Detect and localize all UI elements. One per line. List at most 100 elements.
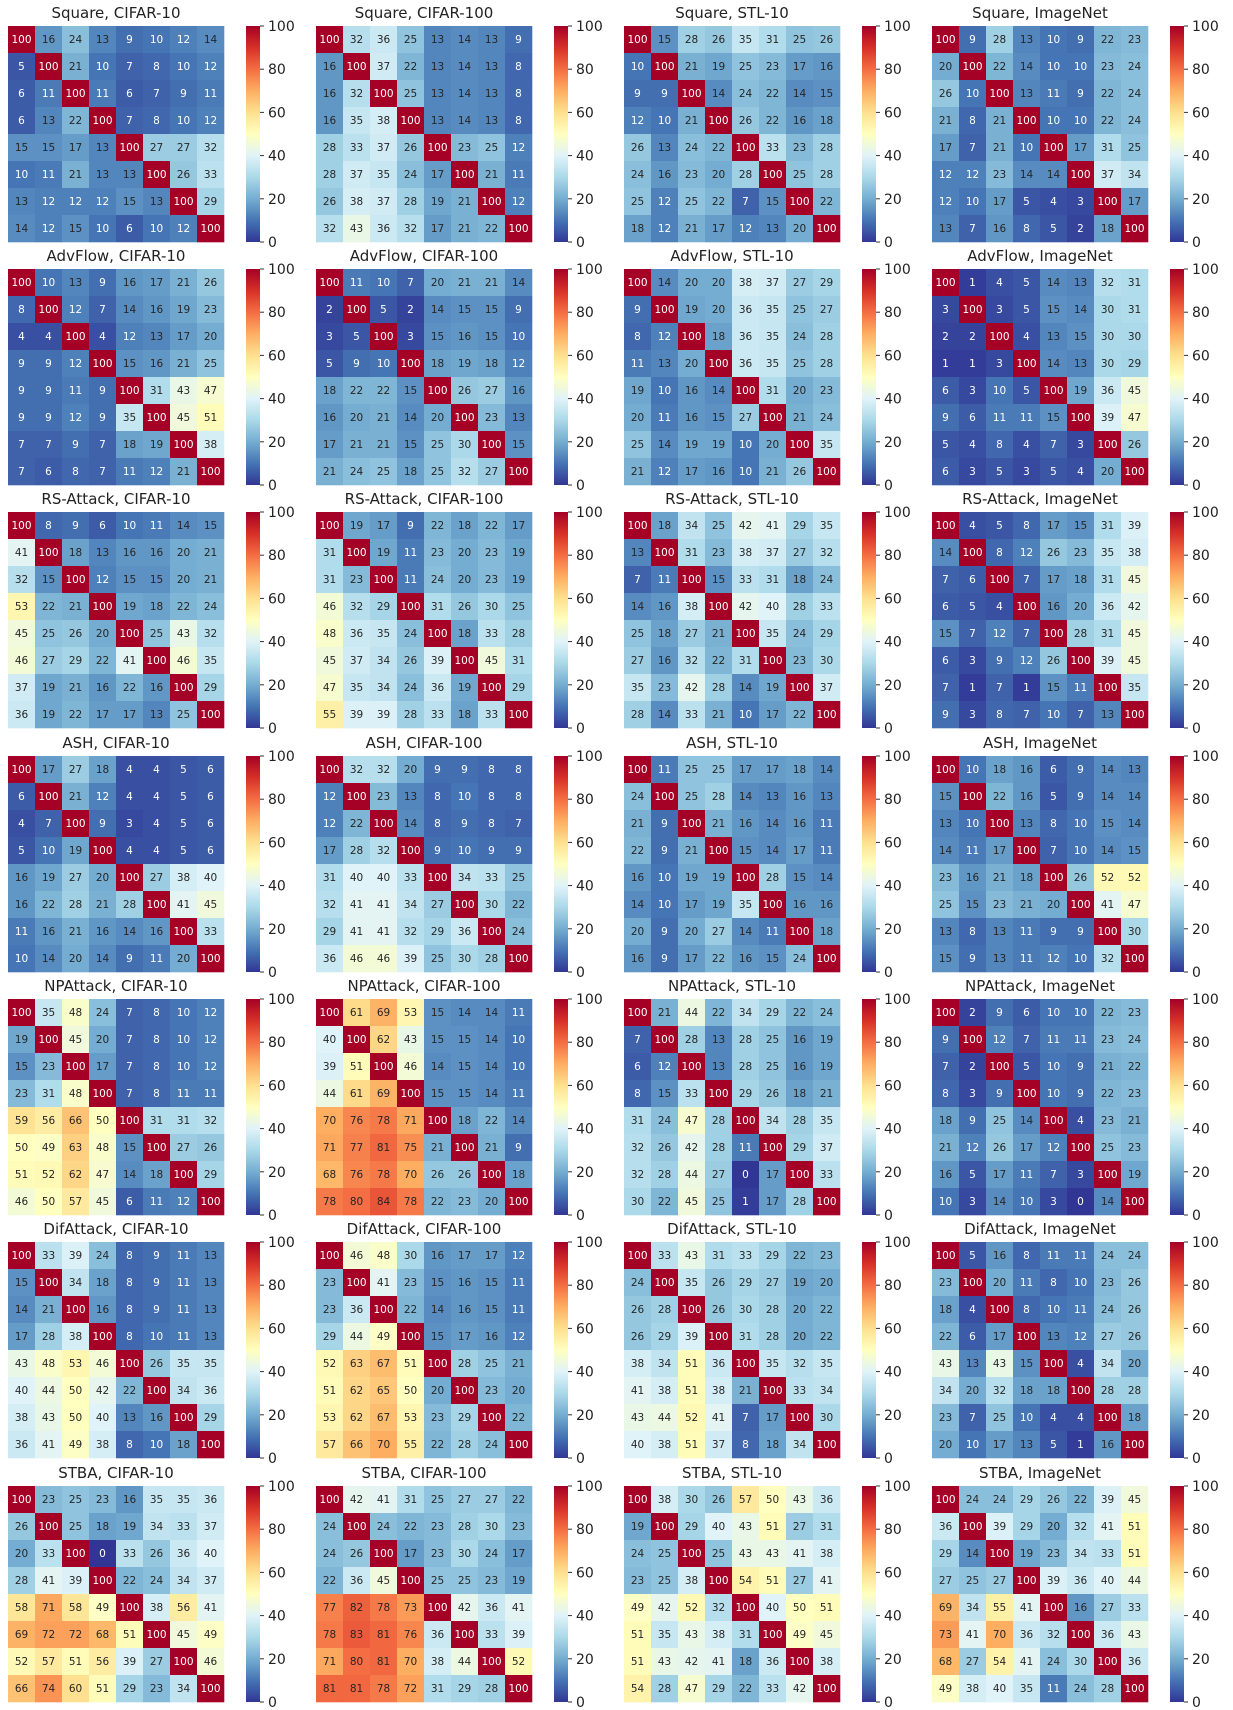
cell-value-label: 21 (993, 115, 1006, 127)
cell-value-label: 10 (658, 115, 671, 127)
cell-value-label: 58 (15, 1602, 28, 1614)
cell-value-label: 24 (631, 169, 645, 181)
colorbar-tick-label: 80 (576, 305, 594, 321)
cell-value-label: 100 (38, 61, 58, 73)
cell-value-label: 69 (377, 1088, 390, 1100)
cell-value-label: 2 (969, 1007, 976, 1019)
cell-value-label: 100 (789, 682, 809, 694)
cell-value-label: 81 (377, 1656, 390, 1668)
cell-value-label: 9 (434, 845, 441, 857)
cell-value-label: 46 (15, 655, 29, 667)
cell-value-label: 15 (1047, 304, 1060, 316)
cell-value-label: 25 (631, 628, 644, 640)
cell-value-label: 6 (969, 412, 976, 424)
heatmap-cell (759, 296, 787, 324)
cell-value-label: 38 (1128, 547, 1141, 559)
cell-value-label: 11 (966, 845, 979, 857)
cell-value-label: 45 (96, 1196, 109, 1208)
colorbar-tick-label: 40 (268, 635, 286, 651)
cell-value-label: 38 (204, 439, 217, 451)
cell-value-label: 100 (1070, 1629, 1090, 1641)
cell-value-label: 30 (485, 1521, 498, 1533)
heatmap-cell (651, 296, 679, 324)
cell-value-label: 29 (712, 1683, 725, 1695)
cell-value-label: 35 (820, 439, 833, 451)
cell-value-label: 21 (377, 439, 390, 451)
cell-value-label: 10 (966, 818, 979, 830)
cell-value-label: 100 (789, 439, 809, 451)
heatmap-cell (678, 80, 706, 108)
cell-value-label: 31 (766, 574, 779, 586)
cell-value-label: 61 (350, 1088, 363, 1100)
cell-value-label: 11 (204, 88, 217, 100)
cell-value-label: 11 (766, 926, 779, 938)
cell-value-label: 100 (1070, 655, 1090, 667)
cell-value-label: 21 (685, 845, 698, 857)
heatmap-cell (397, 53, 425, 81)
cell-value-label: 13 (1020, 34, 1033, 46)
cell-value-label: 6 (207, 818, 214, 830)
heatmap-cell (8, 296, 36, 324)
cell-value-label: 17 (766, 764, 779, 776)
cell-value-label: 11 (512, 1277, 525, 1289)
cell-value-label: 30 (458, 1548, 471, 1560)
colorbar-tick-label: 80 (884, 792, 902, 808)
heatmap-cell (651, 80, 679, 108)
cell-value-label: 100 (762, 169, 782, 181)
cell-value-label: 100 (681, 1061, 701, 1073)
cell-value-label: 100 (92, 1088, 112, 1100)
heatmap-cell (8, 404, 36, 432)
heatmap-cell (343, 377, 371, 405)
cell-value-label: 18 (512, 1169, 525, 1181)
heatmap-cell (1067, 215, 1095, 243)
cell-value-label: 7 (1077, 709, 1084, 721)
cell-value-label: 13 (658, 142, 671, 154)
heatmap-cell (678, 323, 706, 351)
cell-value-label: 100 (400, 601, 420, 613)
colorbar-tick-label: 20 (576, 1408, 594, 1424)
cell-value-label: 5 (180, 818, 187, 830)
cell-value-label: 20 (939, 1439, 952, 1451)
cell-value-label: 26 (1074, 872, 1088, 884)
cell-value-label: 8 (1050, 1277, 1057, 1289)
heatmap-cell (170, 215, 198, 243)
heatmap-cell (343, 296, 371, 324)
colorbar (246, 26, 260, 242)
heatmap-cell (170, 404, 198, 432)
cell-value-label: 22 (993, 791, 1006, 803)
heatmap-cell (197, 350, 225, 378)
heatmap-cell (397, 458, 425, 486)
heatmap-cell (62, 134, 90, 162)
cell-value-label: 74 (42, 1683, 56, 1695)
heatmap-cell (316, 80, 344, 108)
heatmap-cell (932, 188, 960, 216)
cell-value-label: 16 (323, 88, 337, 100)
cell-value-label: 40 (204, 1548, 217, 1560)
cell-value-label: 38 (658, 1385, 671, 1397)
heatmap-cell (624, 269, 652, 297)
cell-value-label: 14 (1020, 61, 1034, 73)
cell-value-label: 33 (431, 709, 444, 721)
cell-value-label: 45 (323, 655, 336, 667)
heatmap-cell (732, 323, 760, 351)
heatmap-cell (1040, 215, 1068, 243)
cell-value-label: 22 (993, 61, 1006, 73)
heatmap-cell (62, 431, 90, 459)
cell-value-label: 35 (820, 520, 833, 532)
cell-value-label: 6 (18, 115, 25, 127)
cell-value-label: 57 (42, 1656, 55, 1668)
cell-value-label: 4 (99, 331, 106, 343)
cell-value-label: 36 (350, 628, 364, 640)
cell-value-label: 8 (1050, 818, 1057, 830)
cell-value-label: 22 (323, 1575, 336, 1587)
cell-value-label: 37 (350, 655, 363, 667)
colorbar-tick-label: 40 (884, 149, 902, 165)
cell-value-label: 9 (72, 439, 79, 451)
cell-value-label: 15 (123, 358, 136, 370)
cell-value-label: 100 (427, 385, 447, 397)
cell-value-label: 31 (1101, 142, 1114, 154)
cell-value-label: 12 (658, 466, 671, 478)
cell-value-label: 100 (708, 845, 728, 857)
heatmap-cell (705, 296, 733, 324)
